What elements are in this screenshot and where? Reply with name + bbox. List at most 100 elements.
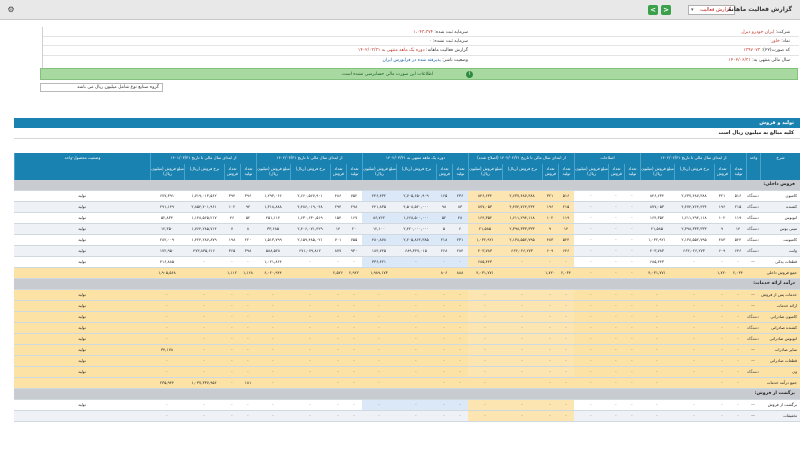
table-cell: ۱,۰۳۷,۳۳۷,۹۵۶ (191, 380, 217, 385)
table-cell: ۰ (414, 413, 418, 418)
table-cell: ۰ (336, 292, 340, 297)
table-cell: دستگاه (747, 215, 759, 220)
unregistered-capital-info: سرمایه ثبت نشده: ۰ (429, 39, 468, 44)
table-row: کشنده دستگاه ۲۱۵ ۱۹۶ ۴,۴۷۴,۷۶۴,۴۳۴ ۸۷۷,۰۵۳ ۰ ۰ ۰… (14, 202, 800, 213)
table-row: تخفیفات —۰ ۰ ۰ ۰ ۰ ۰ ۰ ۰ ۰ ۰ ۰ ۰ ۰ ۰ ۰ ۰ ۰ ۰ ۰ ۰ ۰ ۰ ۰ (14, 411, 800, 422)
table-cell (290, 268, 330, 278)
table-cell: ۱,۰۳۲,۹۲۱ (468, 235, 502, 245)
table-cell: ۰ (692, 358, 696, 363)
table-cell: ۰ (548, 380, 552, 385)
table-cell: ۰ (442, 325, 446, 330)
row-label: اتوبوس صادراتی (769, 336, 797, 341)
table-cell: ۰ (442, 336, 446, 341)
table-cell: ۰ (614, 292, 618, 297)
table-cell: ۴۸۳ (542, 235, 558, 245)
table-cell: ۶۸۵,۴۴۳ (649, 259, 665, 264)
table-cell: ۰ (377, 325, 381, 330)
report-type-value: گزارش فعالیت (700, 7, 731, 13)
gear-icon[interactable]: ⚙ (7, 5, 15, 14)
table-cell: ۰ (655, 314, 659, 319)
table-cell: ۲,۴۰۶,۰۷۱,۴۲۹ (297, 226, 323, 231)
section-subtitle: کلیه مبالغ به میلیون ریال است (14, 128, 800, 139)
table-cell: ۰ (589, 226, 593, 231)
report-type-select[interactable]: ▾ گزارش فعالیت (688, 5, 735, 15)
table-cell: دستگاه (747, 369, 759, 374)
table-cell: ۰ (377, 314, 381, 319)
table-cell: ۰ (630, 204, 634, 209)
table-cell: ۵۸۸,۵۲۸ (265, 248, 281, 253)
table-cell: ۰ (377, 347, 381, 352)
table-cell (502, 378, 542, 388)
fiscal-year-value: ۱۴۰۲/۰۶/۳۱ (728, 58, 751, 63)
table-cell: ۰ (165, 292, 169, 297)
table-cell: ۱,۶۱۱,۲۹۴,۱۱۸ (502, 213, 542, 223)
table-cell: ۰ (720, 369, 724, 374)
table-row: کامیونت دستگاه ۵۲۴ ۴۸۳ ۲,۱۳۸,۵۵۲,۷۹۵ ۱,۰۳۲,۹۲… (14, 235, 800, 246)
table-cell: ۰ (483, 380, 487, 385)
table-cell: ۰ (614, 248, 618, 253)
table-cell: ۲,۴۲۰,۰۰۰,۰۰۰ (403, 226, 429, 231)
table-cell: ۰ (436, 257, 452, 267)
table-cell: ۰ (271, 325, 275, 330)
table-cell: ۰ (246, 369, 250, 374)
column-sub-header: تعداد تولید (558, 164, 574, 180)
table-cell: ۰ (655, 347, 659, 352)
table-cell: ۰ (468, 367, 502, 377)
table-cell: ۰ (589, 237, 593, 242)
code-value: ۱۳۹۷۰۷۳ (743, 48, 761, 53)
table-cell: ۴,۴۷۴,۷۶۴,۴۳۴ (502, 202, 542, 212)
table-cell: ۱۶۴,۳۵۲ (649, 215, 665, 220)
table-cell: ۴۸۰,۸۷۸ (362, 235, 396, 245)
table-cell: ۳۳,۶۸۵ (266, 226, 279, 231)
table-cell: ۰ (630, 325, 634, 330)
table-cell: ۰ (165, 325, 169, 330)
table-cell: ۰ (202, 358, 206, 363)
table-cell: ۴,۰۳۱,۷۷۱ (476, 270, 494, 275)
table-cell: ۰ (655, 369, 659, 374)
table-cell: دستگاه (747, 314, 759, 319)
table-row: ارائه خدمات —۰ ۰ ۰ ۰ ۰ ۰ ۰ ۰ ۰ ۰ ۰ ۰ ۰ ۰ ۰ ۰ ۰ ۰ ۰ ۰ ۰ ۰ ۰ تولید (14, 301, 800, 312)
table-cell: ۲۱,۵۸۵ (468, 224, 502, 234)
table-row: کشنده صادراتی دستگاه ۰ ۰ ۰ ۰ ۰ ۰ ۰ ۰ ۰ ۰ ۰ ۰ ۰ ۰ ۰ ۰ ۰ ۰ ۰ ۰ ۰… (14, 323, 800, 334)
table-cell: ۰ (458, 413, 462, 418)
row-label: اتوبوس (784, 215, 797, 220)
table-cell: ۰ (558, 367, 574, 377)
table-cell: ۶۶۳,۰۲۶,۲۷۳ (502, 246, 542, 256)
column-sub-header: مبلغ فروش (میلیون ریال) (640, 164, 674, 180)
table-cell: ۲۰ (351, 226, 357, 231)
column-sub-header: نرخ فروش (ریال) (674, 164, 714, 180)
table-cell: ۰ (630, 303, 634, 308)
table-cell: ۰ (246, 303, 250, 308)
table-cell: ۹ (720, 226, 724, 231)
capital-info: سرمایه ثبت شده: ۱،۰۴۳،۳۷۴ (413, 30, 468, 35)
prev-arrow-button[interactable]: < (648, 5, 658, 15)
code-info: کد صورت(۲۲): ۱۳۹۷۰۷۳ (743, 48, 790, 53)
column-group-header: از ابتدای سال مالی تا تاریخ ۱۴۰۲/۰۲/۳۱ (640, 153, 746, 164)
table-cell: ۰ (502, 290, 542, 300)
table-cell (746, 268, 760, 278)
table-cell: ۱۲,۳۵۰ (160, 226, 173, 231)
table-cell: ۰ (502, 356, 542, 366)
table-cell: ۰ (336, 413, 340, 418)
table-cell: ۰ (458, 325, 462, 330)
next-arrow-button[interactable]: > (661, 5, 671, 15)
table-cell: ۰ (308, 336, 312, 341)
column-header-status: وضعیت محصول-واحد (14, 153, 150, 180)
table-cell: ۰ (414, 292, 418, 297)
table-cell: دستگاه (747, 325, 759, 330)
table-cell: ۰ (202, 292, 206, 297)
table-cell: ۰ (246, 314, 250, 319)
table-cell: ۲۱۵ (734, 204, 742, 209)
table-cell: ۱,۲۹۳,۰۶۶ (264, 193, 282, 198)
table-cell: ۰ (614, 358, 618, 363)
table-cell: ۰ (736, 402, 740, 407)
symbol-value: خاور (771, 39, 780, 44)
table-cell: ۰ (246, 358, 250, 363)
table-cell: ۰ (502, 345, 542, 355)
table-cell: ۰ (692, 259, 696, 264)
table-cell: ۰ (165, 402, 169, 407)
table-cell: ۰ (614, 314, 618, 319)
table-cell: ۰ (442, 413, 446, 418)
table-cell: ۰ (230, 380, 234, 385)
table-cell: ۰ (736, 292, 740, 297)
